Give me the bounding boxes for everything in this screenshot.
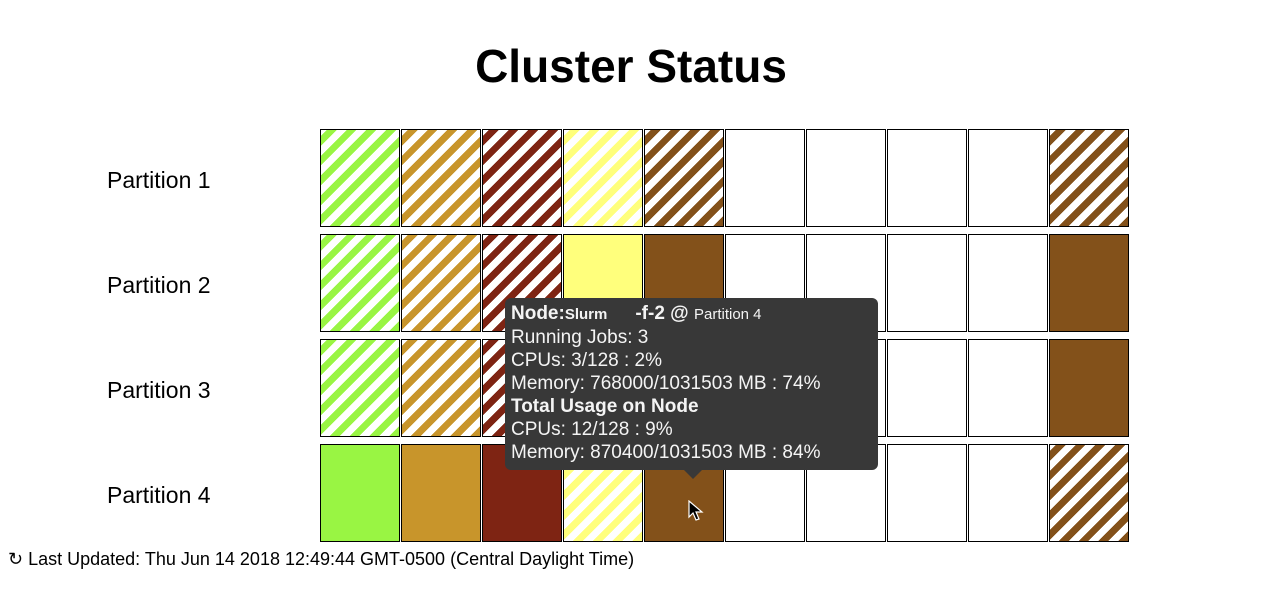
node-cell[interactable]: [482, 129, 562, 227]
tooltip-arrow: [684, 470, 702, 479]
refresh-icon[interactable]: ↻: [8, 549, 24, 569]
node-tooltip: Node:Slurm -f-2 @ Partition 4 Running Job…: [505, 298, 878, 470]
tooltip-total-memory: Memory: 870400/1031503 MB : 84%: [511, 442, 821, 463]
partition-label: Partition 1: [107, 167, 211, 193]
node-cell[interactable]: [320, 234, 400, 332]
node-cell[interactable]: [563, 129, 643, 227]
node-cell[interactable]: [887, 129, 967, 227]
node-cell[interactable]: [320, 339, 400, 437]
node-cell[interactable]: [401, 129, 481, 227]
partition-label: Partition 3: [107, 377, 211, 403]
node-cell[interactable]: [1049, 444, 1129, 542]
tooltip-total-heading: Total Usage on Node: [511, 396, 699, 417]
node-cell[interactable]: [1049, 234, 1129, 332]
tooltip-node-label: Node:: [511, 303, 565, 324]
mouse-cursor-icon: [688, 500, 704, 521]
node-cell[interactable]: [887, 234, 967, 332]
node-cell[interactable]: [1049, 339, 1129, 437]
node-cell[interactable]: [401, 234, 481, 332]
tooltip-partition: Partition 4: [693, 306, 762, 323]
last-updated-text: Last Updated: Thu Jun 14 2018 12:49:44 G…: [28, 549, 635, 569]
tooltip-total-cpus: CPUs: 12/128 : 9%: [511, 419, 673, 440]
tooltip-cpus: CPUs: 3/128 : 2%: [511, 350, 663, 371]
node-cell[interactable]: [806, 129, 886, 227]
node-cell[interactable]: [968, 339, 1048, 437]
node-cell[interactable]: [968, 129, 1048, 227]
page-title: Cluster Status: [475, 40, 787, 92]
node-cell[interactable]: [725, 129, 805, 227]
node-cell[interactable]: [320, 444, 400, 542]
node-cell[interactable]: [887, 339, 967, 437]
node-cell[interactable]: [644, 129, 724, 227]
tooltip-node-prefix: Slurm: [564, 306, 608, 323]
node-cell[interactable]: [401, 444, 481, 542]
partition-label: Partition 2: [107, 272, 211, 298]
node-cell[interactable]: [968, 234, 1048, 332]
node-cell[interactable]: [401, 339, 481, 437]
node-cell[interactable]: [968, 444, 1048, 542]
footer: ↻ Last Updated: Thu Jun 14 2018 12:49:44…: [8, 548, 634, 570]
node-cell[interactable]: [320, 129, 400, 227]
node-cell[interactable]: [887, 444, 967, 542]
tooltip-node-suffix: -f-2 @: [635, 303, 689, 324]
tooltip-memory: Memory: 768000/1031503 MB : 74%: [511, 373, 821, 394]
tooltip-running-jobs: Running Jobs: 3: [511, 327, 649, 348]
partition-label: Partition 4: [107, 482, 211, 508]
node-cell[interactable]: [1049, 129, 1129, 227]
